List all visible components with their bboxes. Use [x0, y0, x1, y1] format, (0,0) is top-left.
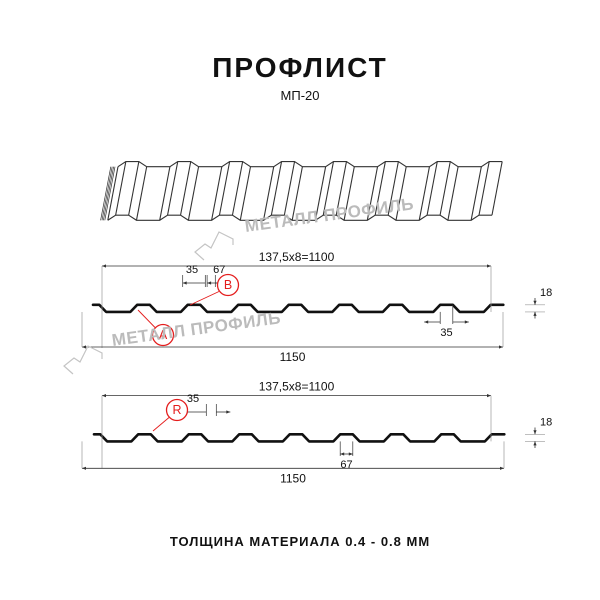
- svg-text:137,5x8=1100: 137,5x8=1100: [259, 380, 335, 394]
- svg-text:18: 18: [540, 417, 552, 429]
- svg-text:35: 35: [187, 393, 199, 405]
- svg-text:1150: 1150: [280, 471, 306, 485]
- svg-text:67: 67: [340, 459, 352, 471]
- svg-text:R: R: [172, 403, 181, 417]
